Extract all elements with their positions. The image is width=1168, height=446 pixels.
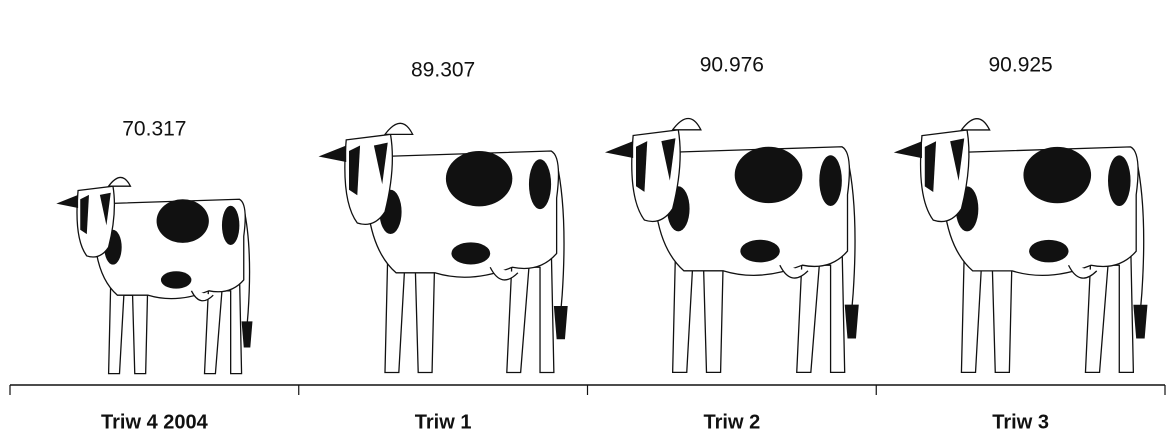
cow-spot: [735, 147, 803, 203]
category-label: Triw 1: [415, 411, 472, 433]
cow-pictogram: [319, 123, 568, 372]
cow-pictogram: [605, 119, 859, 373]
cow-tail-tip: [845, 305, 859, 339]
category-label: Triw 4 2004: [101, 411, 209, 433]
cow-spot: [1023, 147, 1091, 203]
cow-ear: [894, 141, 922, 158]
cow-spot: [157, 199, 209, 243]
cow-ear: [385, 123, 413, 134]
cow-tail-tip: [554, 306, 568, 339]
cow-pictogram: [56, 177, 252, 373]
category-label: Triw 2: [704, 411, 761, 433]
cow-spot: [1108, 155, 1131, 206]
cow-tail-tip: [1133, 305, 1147, 339]
value-label: 90.976: [700, 54, 764, 77]
cow-spot: [446, 151, 512, 206]
cow-ear: [605, 141, 633, 158]
value-label: 89.307: [411, 59, 475, 82]
cow-spot: [740, 240, 779, 263]
cow-ear: [673, 119, 701, 130]
cow-spot: [529, 159, 551, 209]
value-label: 70.317: [122, 118, 186, 141]
chart: 70.317 Triw 4 2004 89.307 Triw 1 90.976 Triw …: [0, 0, 1168, 441]
cow-spot: [1029, 240, 1068, 263]
category-label: Triw 3: [992, 411, 1049, 433]
value-label: 90.925: [989, 54, 1053, 77]
cow-spot: [222, 206, 239, 245]
cow-ear: [109, 177, 131, 186]
cow-pictogram: [894, 119, 1148, 373]
cow-ear: [56, 195, 78, 208]
page: {"chart_data": {"type": "pictogram", "ca…: [0, 0, 1168, 441]
cow-spot: [451, 242, 490, 264]
cow-ear: [961, 119, 989, 130]
cow-tail-tip: [242, 321, 253, 347]
cow-ear: [319, 145, 347, 162]
cow-spot: [819, 155, 842, 206]
cow-spot: [161, 271, 192, 288]
